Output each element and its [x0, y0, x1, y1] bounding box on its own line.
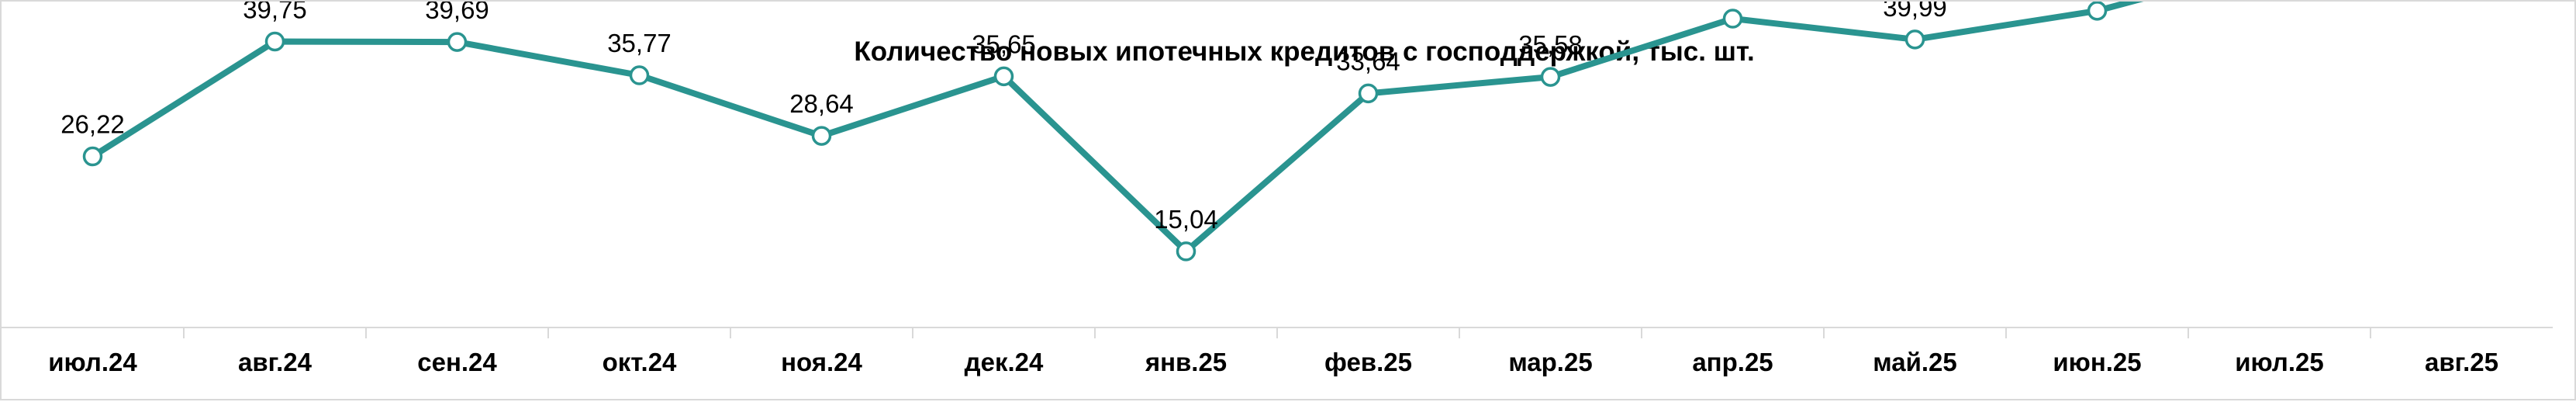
data-label: 33,64 [1336, 47, 1400, 75]
category-tick-label: дек.24 [965, 348, 1044, 376]
category-axis [2, 327, 2553, 338]
data-point-marker [1540, 67, 1561, 87]
data-point-marker [447, 32, 468, 52]
data-point-marker [1722, 9, 1743, 29]
series-line-group [89, 2, 2144, 255]
data-point-marker [811, 126, 832, 146]
category-tick-label: июл.25 [2235, 348, 2324, 376]
data-point-marker [1358, 83, 1379, 104]
data-label: 15,04 [1154, 205, 1218, 234]
data-point-marker [993, 66, 1014, 87]
data-label: 39,99 [1883, 2, 1947, 22]
category-tick-label: авг.25 [2425, 348, 2498, 376]
category-tick-label: ноя.24 [781, 348, 862, 376]
data-point-marker [82, 146, 103, 167]
tick-label-group: июл.24 авг.24 сен.24 окт.24 ноя.24 дек.24 янв.… [48, 348, 2498, 376]
data-point-marker [1904, 29, 1925, 50]
category-tick-label: июл.24 [48, 348, 137, 376]
category-tick-label: фев.25 [1324, 348, 1412, 376]
marker-group [82, 2, 2108, 262]
data-point-marker [1176, 241, 1196, 262]
data-label: 26,22 [60, 110, 125, 139]
category-tick-label: май.25 [1873, 348, 1957, 376]
data-label: 35,58 [1518, 30, 1583, 59]
data-label: 35,65 [972, 29, 1036, 58]
data-point-marker [629, 65, 650, 85]
category-tick-label: апр.25 [1692, 348, 1773, 376]
data-label: 28,64 [789, 89, 854, 118]
data-point-marker [264, 31, 285, 52]
data-point-marker [2087, 2, 2108, 21]
data-label-group: 26,22 39,75 39,69 35,77 28,64 35,65 15,04 33,64… [60, 2, 1947, 234]
category-tick-label: авг.24 [238, 348, 313, 376]
category-tick-label: мар.25 [1508, 348, 1592, 376]
category-tick-label: янв.25 [1145, 348, 1227, 376]
series-line [89, 2, 2144, 255]
data-label: 39,69 [425, 2, 489, 24]
category-tick-label: окт.24 [603, 348, 677, 376]
data-label: 39,75 [243, 2, 307, 23]
category-tick-label: сен.24 [417, 348, 497, 376]
category-tick-label: июн.25 [2053, 348, 2141, 376]
data-label: 35,77 [607, 29, 672, 57]
